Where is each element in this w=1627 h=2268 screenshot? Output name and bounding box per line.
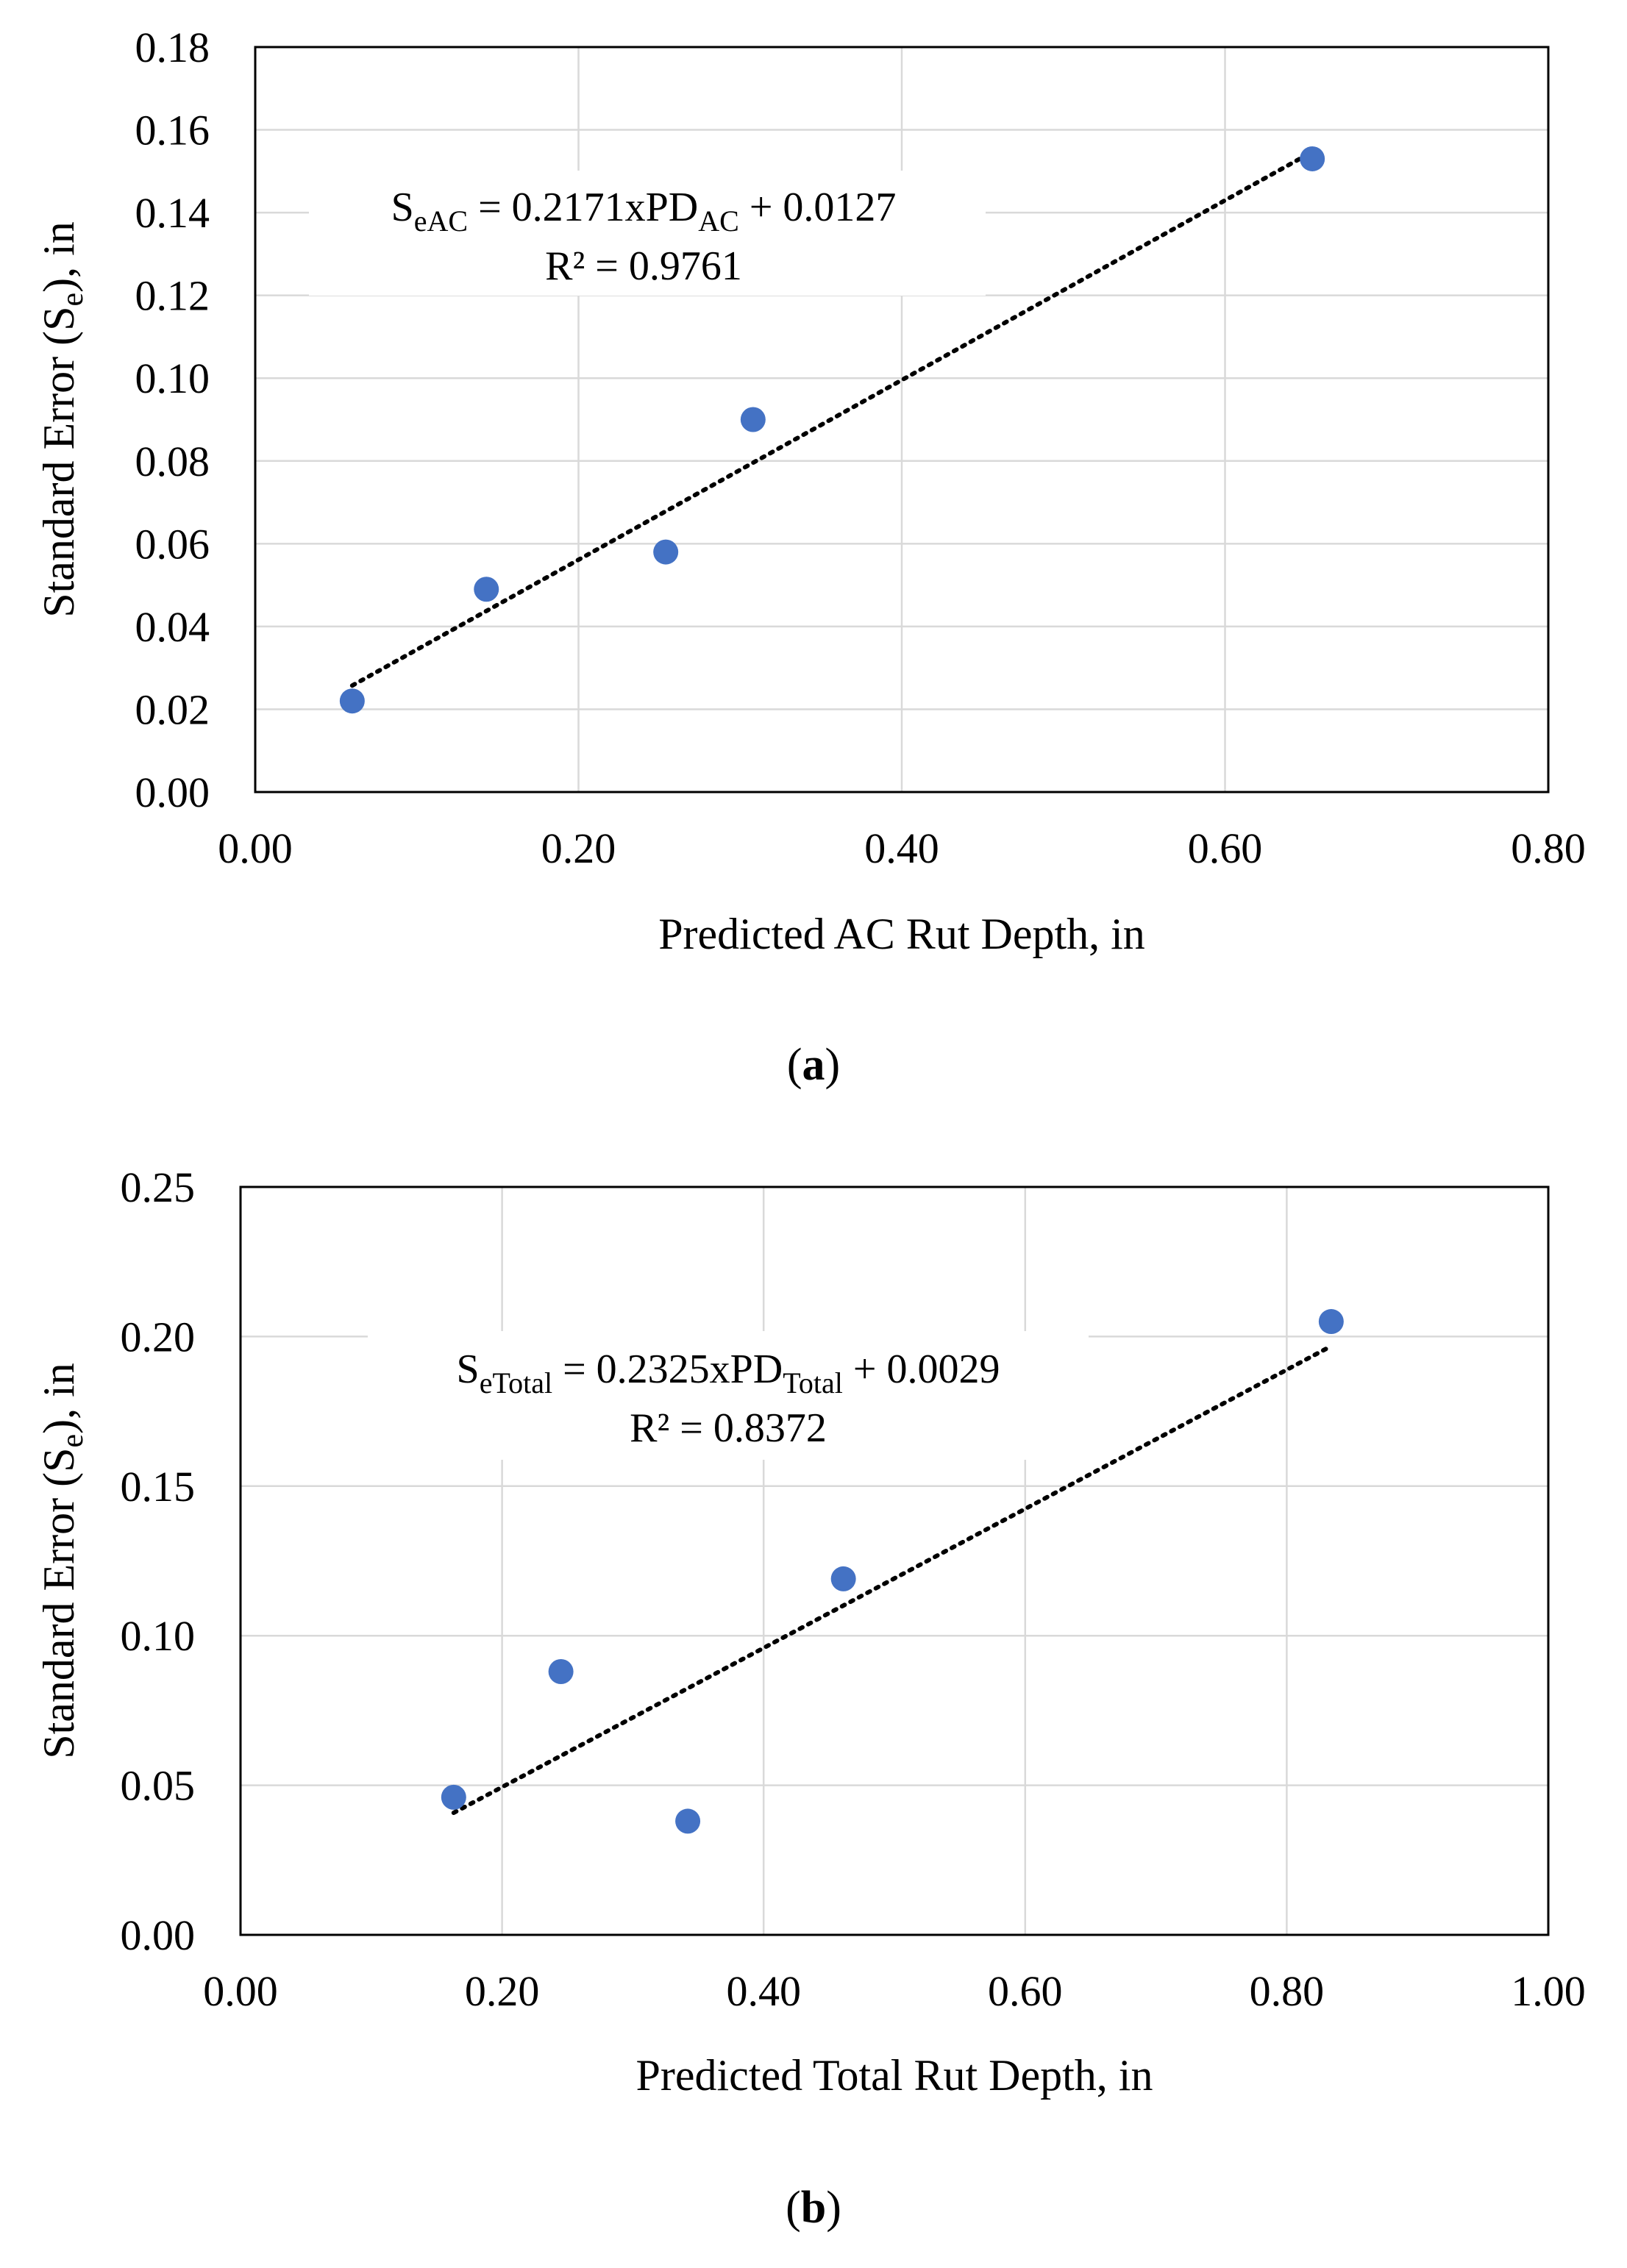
- equation-lhs-subscript: eAC: [414, 204, 468, 238]
- equation-background: [309, 171, 986, 296]
- y-axis-title-main: Standard Error (S: [35, 1448, 83, 1759]
- y-tick-label: 0.02: [135, 685, 210, 733]
- y-axis-title: Standard Error (Se), in: [35, 221, 90, 618]
- x-tick-label: 0.40: [864, 824, 939, 872]
- equation-tail: + 0.0127: [739, 185, 897, 230]
- x-tick-labels: 0.00 0.20 0.40 0.60 0.80 1.00: [203, 1967, 1586, 2015]
- x-tick-label: 0.20: [465, 1967, 540, 2015]
- x-tick-label: 0.80: [1511, 824, 1586, 872]
- panel-b: 0.00 0.20 0.40 0.60 0.80 1.00 0.00 0.05 0.10 0.1…: [35, 1163, 1586, 2233]
- y-tick-labels: 0.00 0.02 0.04 0.06 0.08 0.10 0.12 0.14 0.16 0.18: [135, 24, 210, 816]
- y-tick-label: 0.14: [135, 189, 210, 237]
- regression-equation: SeTotal = 0.2325xPDTotal + 0.0029: [457, 1347, 1000, 1399]
- y-tick-label: 0.12: [135, 272, 210, 320]
- gridlines: [255, 47, 1548, 792]
- x-tick-labels: 0.00 0.20 0.40 0.60 0.80: [218, 824, 1586, 872]
- y-axis-title: Standard Error (Se), in: [35, 1363, 90, 1759]
- data-point: [339, 688, 365, 714]
- y-axis-title-tail: ), in: [35, 1363, 83, 1434]
- y-tick-labels: 0.00 0.05 0.10 0.15 0.20 0.25: [121, 1163, 196, 1959]
- data-point: [548, 1659, 574, 1685]
- y-axis-title-main: Standard Error (S: [35, 307, 83, 618]
- y-tick-label: 0.10: [135, 354, 210, 402]
- y-tick-label: 0.16: [135, 107, 210, 154]
- y-axis-title-subscript: e: [56, 1434, 90, 1448]
- regression-equation: SeAC = 0.2171xPDAC + 0.0127: [391, 185, 897, 238]
- y-axis-title-tail: ), in: [35, 221, 83, 293]
- r-squared-label: R² = 0.8372: [630, 1405, 827, 1451]
- data-point: [830, 1566, 856, 1591]
- trendline-group: [349, 149, 1315, 688]
- y-tick-label: 0.06: [135, 520, 210, 568]
- panel-label-b: (b): [786, 2183, 841, 2233]
- panel-label-letter: b: [801, 2183, 826, 2233]
- data-point: [441, 1784, 466, 1810]
- plot-area-frame: [239, 1185, 1550, 1936]
- y-tick-label: 0.00: [121, 1911, 196, 1959]
- x-axis-title: Predicted AC Rut Depth, in: [658, 910, 1145, 958]
- data-points: [441, 1309, 1344, 1834]
- x-tick-label: 0.00: [218, 824, 293, 872]
- y-tick-label: 0.10: [121, 1612, 196, 1660]
- equation-tail: + 0.0029: [843, 1347, 1000, 1392]
- data-point: [1300, 146, 1325, 171]
- equation-mid-subscript: Total: [783, 1366, 843, 1399]
- y-tick-label: 0.25: [121, 1163, 196, 1211]
- panel-label-letter: a: [802, 1040, 825, 1090]
- y-tick-label: 0.08: [135, 438, 210, 485]
- equation-mid: = 0.2171xPD: [468, 185, 698, 230]
- data-point: [675, 1808, 701, 1834]
- x-tick-label: 1.00: [1511, 1967, 1586, 2015]
- x-tick-label: 0.40: [726, 1967, 801, 2015]
- x-tick-label: 0.00: [203, 1967, 278, 2015]
- panel-a: 0.00 0.20 0.40 0.60 0.80 0.000.020.040.060.0…: [35, 24, 1586, 1090]
- y-tick-label: 0.04: [135, 603, 210, 651]
- x-axis-title: Predicted Total Rut Depth, in: [636, 2051, 1153, 2100]
- x-tick-label: 0.60: [988, 1967, 1063, 2015]
- y-tick-label: 0.00: [135, 769, 210, 816]
- trendline: [451, 1344, 1334, 1816]
- equation-lhs: S: [457, 1347, 480, 1392]
- panel-label-a: (a): [787, 1040, 840, 1090]
- plot-area-frame: [254, 46, 1550, 794]
- data-point: [474, 577, 499, 602]
- x-tick-label: 0.20: [541, 824, 616, 872]
- data-point: [653, 539, 679, 565]
- trendline-group: [451, 1344, 1334, 1816]
- y-tick-label: 0.18: [135, 24, 210, 71]
- r-squared-label: R² = 0.9761: [545, 243, 742, 289]
- y-axis-title-subscript: e: [56, 293, 90, 307]
- data-point: [1318, 1309, 1344, 1335]
- y-tick-label: 0.15: [121, 1463, 196, 1511]
- y-tick-label: 0.05: [121, 1762, 196, 1810]
- equation-background: [368, 1331, 1089, 1460]
- equation-mid: = 0.2325xPD: [552, 1347, 783, 1392]
- equation-lhs: S: [391, 185, 414, 230]
- gridlines: [241, 1187, 1548, 1935]
- y-tick-label: 0.20: [121, 1313, 196, 1361]
- data-point: [740, 407, 766, 432]
- equation-mid-subscript: AC: [698, 204, 739, 238]
- equation-lhs-subscript: eTotal: [480, 1366, 552, 1399]
- trendline: [349, 149, 1315, 688]
- data-points: [339, 146, 1325, 714]
- x-tick-label: 0.80: [1250, 1967, 1325, 2015]
- x-tick-label: 0.60: [1188, 824, 1263, 872]
